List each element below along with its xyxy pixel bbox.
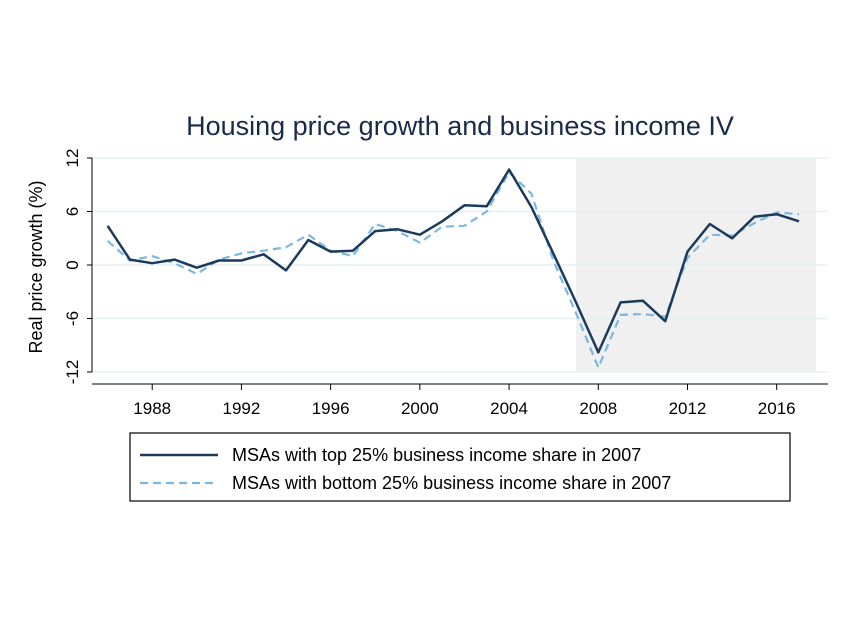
y-axis-label: Real price growth (%) [26,180,46,353]
x-tick-label: 2000 [401,399,439,418]
x-tick-label: 1996 [312,399,350,418]
y-tick-labels: 12 6 0 -6 -12 [63,149,82,385]
y-tick-label: 6 [63,207,82,216]
chart-title: Housing price growth and business income… [186,111,734,141]
series-line-top [106,168,800,354]
x-tick-label: 2004 [490,399,528,418]
y-tick-label: 12 [63,149,82,168]
x-tick-label: 2012 [669,399,707,418]
y-tick-label: -6 [63,311,82,326]
legend-label-top: MSAs with top 25% business income share … [232,445,641,465]
y-tick-label: 0 [63,260,82,269]
series-line-bottom [106,171,800,369]
x-tick-label: 2016 [758,399,796,418]
legend-label-bottom: MSAs with bottom 25% business income sha… [232,473,671,493]
x-tick-label: 1992 [223,399,261,418]
series-lines [106,168,800,369]
legend: MSAs with top 25% business income share … [129,432,791,502]
x-tick-label: 1988 [133,399,171,418]
y-tick-label: -12 [63,360,82,385]
legend-box [129,432,791,502]
axes [87,157,828,390]
x-tick-labels: 1988 1992 1996 2000 2004 2008 2012 2016 [133,399,795,418]
x-tick-label: 2008 [579,399,617,418]
gridlines [92,157,828,373]
